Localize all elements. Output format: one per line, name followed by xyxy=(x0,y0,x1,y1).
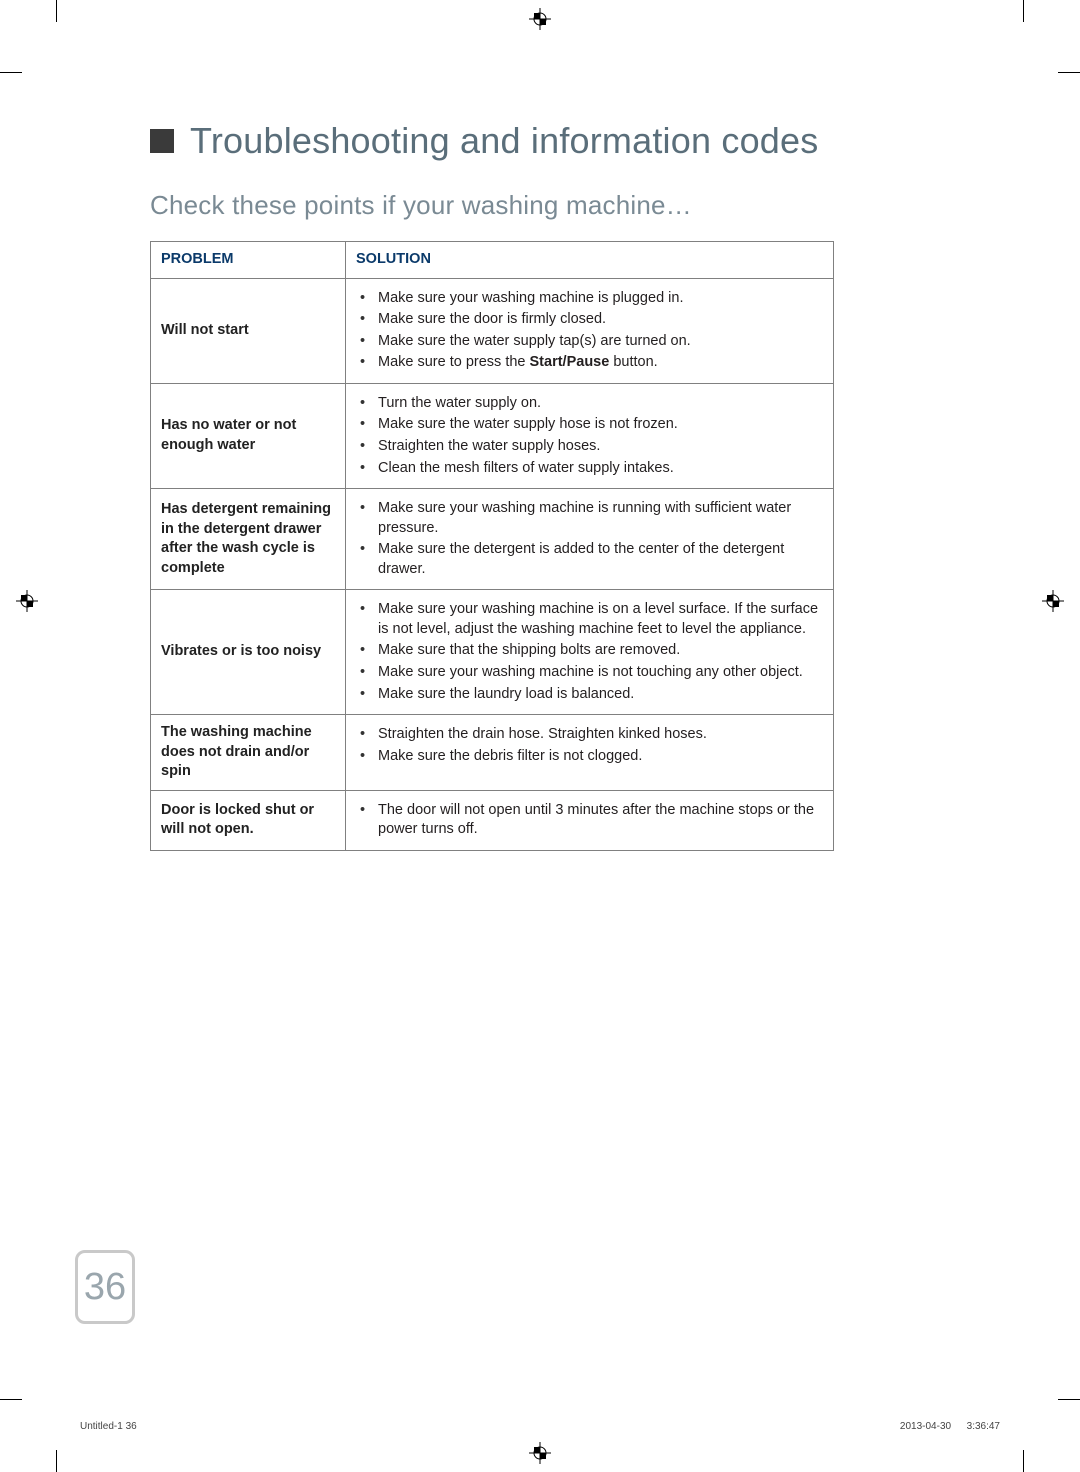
solution-cell: Make sure your washing machine is plugge… xyxy=(346,278,834,383)
table-row: Has detergent remaining in the detergent… xyxy=(151,489,834,590)
crop-mark xyxy=(0,72,22,73)
solution-item: Clean the mesh filters of water supply i… xyxy=(356,459,823,479)
problem-cell: Will not start xyxy=(151,278,346,383)
solution-item: Make sure your washing machine is plugge… xyxy=(356,289,823,309)
page-number: 36 xyxy=(84,1266,126,1309)
crop-mark xyxy=(0,1399,22,1400)
solution-list: Make sure your washing machine is plugge… xyxy=(356,289,823,373)
solution-item: Straighten the water supply hoses. xyxy=(356,437,823,457)
solution-cell: Turn the water supply on.Make sure the w… xyxy=(346,383,834,488)
crop-mark xyxy=(1023,0,1024,22)
crop-mark xyxy=(56,1450,57,1472)
problem-cell: Has no water or not enough water xyxy=(151,383,346,488)
registration-mark-icon xyxy=(529,1442,551,1464)
solution-item: Make sure the detergent is added to the … xyxy=(356,540,823,579)
solution-cell: Straighten the drain hose. Straighten ki… xyxy=(346,715,834,791)
page-title: Troubleshooting and information codes xyxy=(190,120,818,162)
table-row: Has no water or not enough waterTurn the… xyxy=(151,383,834,488)
solution-cell: Make sure your washing machine is runnin… xyxy=(346,489,834,590)
solution-list: Straighten the drain hose. Straighten ki… xyxy=(356,725,823,766)
solution-item: Make sure the water supply tap(s) are tu… xyxy=(356,332,823,352)
solution-item: Make sure your washing machine is not to… xyxy=(356,663,823,683)
solution-item: Make sure the water supply hose is not f… xyxy=(356,415,823,435)
registration-mark-icon xyxy=(529,8,551,30)
solution-list: Make sure your washing machine is on a l… xyxy=(356,600,823,704)
solution-item: Make sure the laundry load is balanced. xyxy=(356,685,823,705)
manual-page: Troubleshooting and information codes Ch… xyxy=(0,0,1080,1472)
table-row: The washing machine does not drain and/o… xyxy=(151,715,834,791)
solution-cell: The door will not open until 3 minutes a… xyxy=(346,790,834,850)
table-row: Will not start Make sure your washing mac… xyxy=(151,278,834,383)
footer-right-text: 2013-04-30 3:36:47 xyxy=(900,1421,1000,1432)
col-header-solution: SOLUTION xyxy=(346,242,834,279)
solution-list: Make sure your washing machine is runnin… xyxy=(356,499,823,579)
solution-item: Make sure the debris filter is not clogg… xyxy=(356,747,823,767)
solution-item: The door will not open until 3 minutes a… xyxy=(356,801,823,840)
crop-mark xyxy=(1058,1399,1080,1400)
problem-cell: Door is locked shut or will not open. xyxy=(151,790,346,850)
problem-cell: Has detergent remaining in the detergent… xyxy=(151,489,346,590)
crop-mark xyxy=(1023,1450,1024,1472)
page-number-tab: 36 xyxy=(75,1250,135,1324)
title-bullet-icon xyxy=(150,129,174,153)
solution-item: Turn the water supply on. xyxy=(356,394,823,414)
content-area: Troubleshooting and information codes Ch… xyxy=(150,120,834,851)
crop-mark xyxy=(56,0,57,22)
col-header-problem: PROBLEM xyxy=(151,242,346,279)
solution-item: Straighten the drain hose. Straighten ki… xyxy=(356,725,823,745)
problem-cell: Vibrates or is too noisy xyxy=(151,590,346,715)
solution-item: Make sure the door is firmly closed. xyxy=(356,310,823,330)
registration-mark-icon xyxy=(16,590,38,612)
crop-mark xyxy=(1058,72,1080,73)
troubleshooting-table: PROBLEM SOLUTION Will not start Make sure… xyxy=(150,241,834,851)
table-row: Vibrates or is too noisy Make sure your w… xyxy=(151,590,834,715)
page-title-row: Troubleshooting and information codes xyxy=(150,120,834,162)
solution-item: Make sure your washing machine is on a l… xyxy=(356,600,823,639)
footer-left-text: Untitled-1 36 xyxy=(80,1421,137,1432)
solution-item: Make sure to press the Start/Pause butto… xyxy=(356,353,823,373)
section-subheading: Check these points if your washing machi… xyxy=(150,190,834,221)
solution-list: The door will not open until 3 minutes a… xyxy=(356,801,823,840)
table-header-row: PROBLEM SOLUTION xyxy=(151,242,834,279)
solution-cell: Make sure your washing machine is on a l… xyxy=(346,590,834,715)
table-row: Door is locked shut or will not open. The… xyxy=(151,790,834,850)
solution-list: Turn the water supply on.Make sure the w… xyxy=(356,394,823,478)
problem-cell: The washing machine does not drain and/o… xyxy=(151,715,346,791)
registration-mark-icon xyxy=(1042,590,1064,612)
solution-item: Make sure your washing machine is runnin… xyxy=(356,499,823,538)
solution-item: Make sure that the shipping bolts are re… xyxy=(356,641,823,661)
